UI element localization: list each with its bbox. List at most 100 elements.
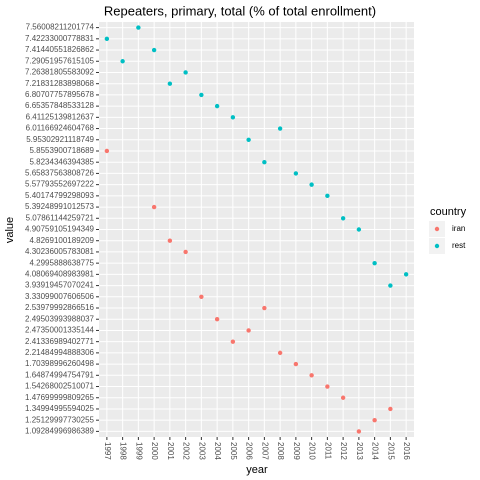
y-tick-label: 5.95302921118749 — [26, 135, 94, 144]
y-tick-label: 1.70398996260498 — [25, 359, 95, 368]
x-tick-label: 1997 — [103, 442, 112, 460]
x-tick-label: 1999 — [134, 442, 143, 460]
y-tick-label: 1.25129997730255 — [25, 415, 95, 424]
point — [309, 182, 314, 187]
point — [246, 137, 251, 142]
x-tick-label: 2010 — [308, 442, 317, 460]
y-tick-label: 7.29051957615105 — [25, 56, 95, 65]
point — [183, 70, 188, 75]
point — [199, 92, 204, 98]
point — [230, 339, 236, 344]
y-tick-label: 7.26381805583092 — [25, 68, 95, 77]
point — [340, 395, 346, 400]
point — [293, 361, 299, 367]
x-tick-label: 2004 — [213, 442, 222, 460]
x-tick-label: 2003 — [197, 442, 206, 460]
y-tick-label: 1.09284996986389 — [25, 427, 95, 436]
point — [199, 294, 204, 299]
x-tick-label: 2014 — [371, 442, 380, 460]
y-tick-label: 5.40174799298093 — [25, 191, 95, 200]
point — [309, 373, 314, 378]
point — [388, 283, 393, 288]
point — [325, 384, 330, 389]
point — [277, 350, 283, 356]
x-tick-label: 2001 — [166, 442, 175, 460]
y-tick-label: 7.42233000778831 — [25, 34, 95, 43]
y-tick-label: 1.54268002510071 — [25, 382, 95, 391]
point — [340, 216, 346, 221]
point — [120, 59, 125, 64]
y-tick-label: 4.8269100189209 — [29, 236, 94, 245]
legend-marker — [434, 226, 440, 232]
point — [262, 305, 267, 311]
point — [372, 260, 377, 266]
y-tick-label: 3.33099007606506 — [25, 292, 95, 301]
y-tick-label: 4.08069408983981 — [25, 269, 95, 278]
x-axis-label: year — [246, 464, 268, 476]
point — [262, 160, 267, 165]
x-tick-label: 2012 — [339, 442, 348, 460]
y-tick-label: 5.07861144259721 — [26, 213, 95, 222]
y-tick-label: 6.01166924604768 — [26, 124, 95, 133]
y-tick-label: 4.90759105194349 — [25, 225, 95, 234]
x-tick-label: 1998 — [119, 442, 128, 460]
y-tick-label: 7.41440551826862 — [25, 45, 95, 54]
point — [372, 417, 377, 423]
point — [356, 227, 362, 232]
y-tick-label: 6.41125139812637 — [26, 112, 95, 121]
y-tick-label: 2.49503993988037 — [25, 314, 95, 323]
x-tick-label: 2016 — [402, 442, 411, 460]
point — [214, 317, 220, 322]
y-tick-label: 1.64874994754791 — [25, 370, 95, 379]
x-tick-label: 2008 — [276, 442, 285, 460]
legend-label: iran — [452, 224, 465, 233]
point — [151, 204, 157, 210]
point — [388, 406, 393, 412]
x-tick-label: 2011 — [323, 442, 332, 460]
y-tick-label: 7.21831283898068 — [25, 79, 95, 88]
point — [230, 115, 236, 120]
x-tick-label: 2006 — [245, 442, 254, 460]
x-tick-label: 2000 — [150, 442, 159, 460]
y-tick-label: 7.56008211201774 — [26, 23, 95, 32]
point — [403, 272, 409, 277]
point — [325, 193, 330, 199]
y-tick-label: 5.65837563808726 — [25, 169, 95, 178]
point — [293, 171, 299, 176]
y-axis-label: value — [4, 217, 16, 243]
y-tick-label: 5.39248991012573 — [25, 202, 95, 211]
y-tick-label: 2.41336989402771 — [25, 337, 95, 346]
y-tick-label: 2.53979992866516 — [25, 303, 95, 312]
x-tick-label: 2007 — [260, 442, 269, 460]
point — [136, 25, 141, 30]
y-tick-label: 1.34994995594025 — [25, 404, 95, 413]
y-tick-label: 5.8234346394385 — [29, 157, 94, 166]
y-tick-label: 3.93919457070241 — [25, 281, 95, 290]
point — [214, 103, 220, 109]
point — [167, 238, 173, 243]
point — [151, 47, 157, 53]
y-tick-label: 6.65357848533128 — [25, 101, 95, 110]
legend-title: country — [430, 206, 467, 218]
chart-title: Repeaters, primary, total (% of total en… — [104, 3, 376, 18]
point — [104, 148, 110, 154]
legend-label: rest — [452, 241, 466, 250]
y-tick-label: 1.47699999809265 — [25, 393, 95, 402]
y-tick-label: 4.2995888638775 — [29, 258, 94, 267]
x-tick-label: 2013 — [355, 442, 364, 460]
point — [356, 429, 362, 434]
y-tick-label: 6.80707757895678 — [25, 90, 95, 99]
y-tick-label: 5.8553900718689 — [29, 146, 94, 155]
x-tick-label: 2005 — [229, 442, 238, 460]
y-tick-label: 2.47350001335144 — [25, 326, 95, 335]
y-tick-label: 2.21484994888306 — [25, 348, 95, 357]
x-tick-label: 2015 — [386, 442, 395, 460]
legend-marker — [434, 243, 440, 249]
y-tick-label: 5.57793552697222 — [25, 180, 95, 189]
y-tick-label: 4.30236005783081 — [25, 247, 95, 256]
point — [104, 36, 110, 42]
point — [277, 126, 283, 131]
x-tick-label: 2002 — [182, 442, 191, 460]
point — [183, 249, 188, 255]
